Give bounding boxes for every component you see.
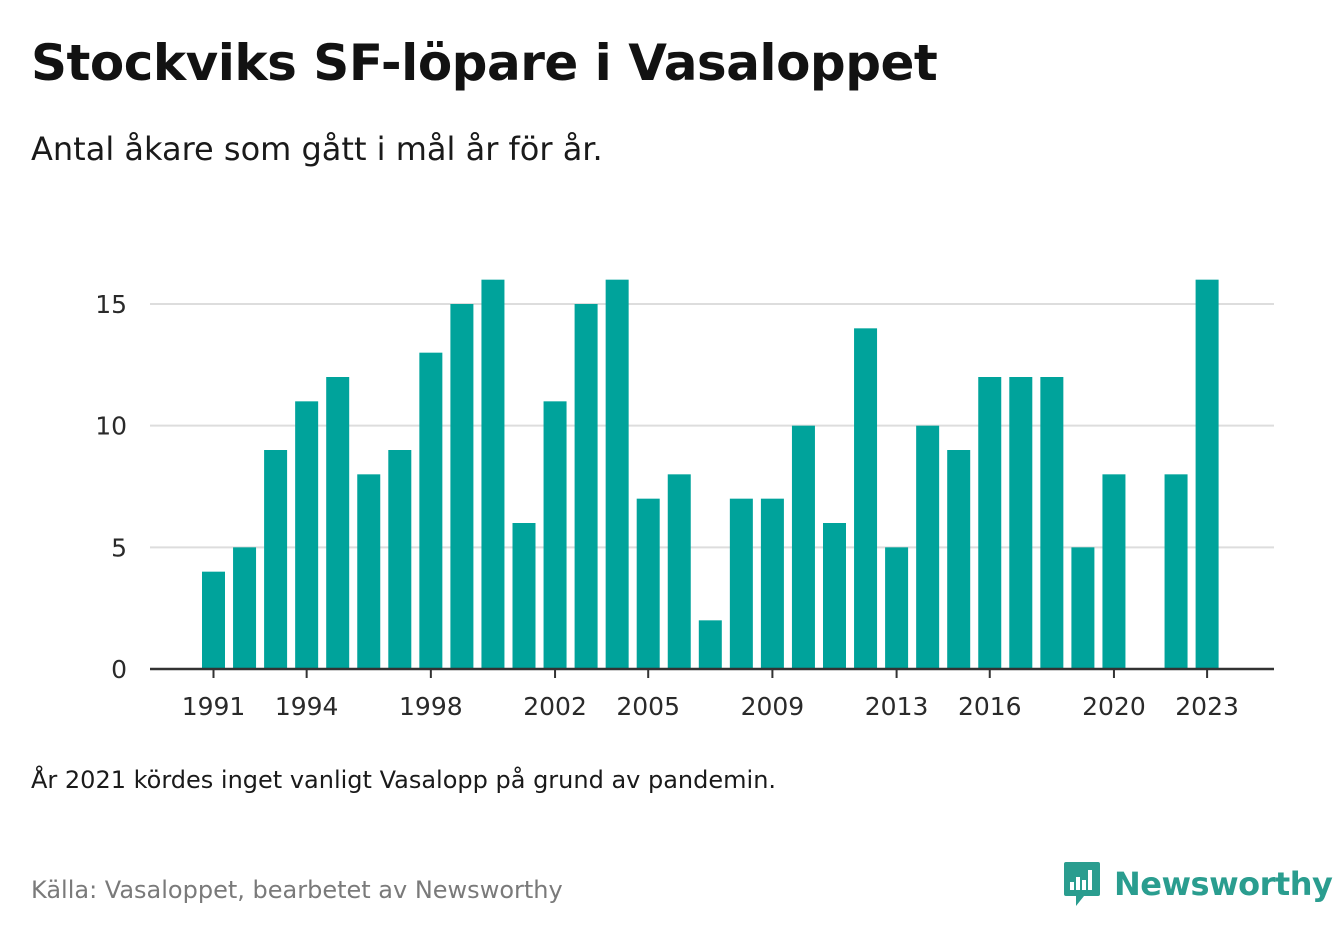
- y-tick-label-5: 5: [111, 533, 127, 562]
- y-tick-label-15: 15: [95, 290, 127, 319]
- x-tick-label-2020: 2020: [1082, 692, 1146, 721]
- bar-1993: [264, 450, 288, 669]
- bar-2009: [760, 498, 784, 669]
- x-tick-label-2009: 2009: [741, 692, 805, 721]
- bar-2020: [1102, 474, 1126, 669]
- chart-title: Stockviks SF-löpare i Vasaloppet: [31, 34, 938, 92]
- x-tick-label-1994: 1994: [275, 692, 339, 721]
- bars: [202, 279, 1219, 669]
- bar-2006: [667, 474, 691, 669]
- bar-1994: [295, 401, 319, 669]
- brand-name: Newsworthy: [1114, 865, 1333, 903]
- x-tick-label-2002: 2002: [523, 692, 587, 721]
- bar-1999: [450, 304, 474, 669]
- bar-1995: [326, 377, 350, 669]
- bar-1998: [419, 352, 443, 669]
- x-tick-label-1991: 1991: [182, 692, 246, 721]
- bar-chart: 0 5 10 15 1991 1994 1998 2002 2005 2009 2013 2016 20…: [95, 279, 1274, 721]
- bar-2002: [543, 401, 567, 669]
- x-tick-label-1998: 1998: [399, 692, 463, 721]
- bar-2017: [1009, 377, 1033, 669]
- bar-1991: [202, 571, 225, 669]
- x-tick-label-2023: 2023: [1175, 692, 1239, 721]
- y-tick-label-10: 10: [95, 412, 127, 441]
- bar-2005: [636, 498, 660, 669]
- bar-2022: [1164, 474, 1188, 669]
- chart-subtitle: Antal åkare som gått i mål år för år.: [31, 130, 603, 168]
- bar-2018: [1040, 377, 1064, 669]
- bar-1992: [233, 547, 257, 669]
- x-tick-label-2013: 2013: [865, 692, 929, 721]
- bar-2000: [481, 279, 505, 669]
- bar-2023: [1195, 279, 1219, 669]
- bar-2007: [698, 620, 722, 669]
- brand-logo[interactable]: Newsworthy: [1062, 860, 1333, 908]
- bar-2012: [854, 328, 878, 669]
- bar-1997: [388, 450, 412, 669]
- footnote: År 2021 kördes inget vanligt Vasalopp på…: [31, 766, 777, 794]
- newsworthy-logo-icon: [1064, 862, 1100, 906]
- y-tick-label-0: 0: [111, 655, 127, 684]
- x-tick-label-2005: 2005: [616, 692, 680, 721]
- bar-2004: [605, 279, 629, 669]
- bar-2008: [729, 498, 753, 669]
- axes: 0 5 10 15 1991 1994 1998 2002 2005 2009 2013 2016 20…: [95, 290, 1274, 721]
- bar-2010: [791, 425, 815, 669]
- bar-2003: [574, 304, 598, 669]
- bar-2015: [947, 450, 971, 669]
- bar-2011: [823, 523, 846, 669]
- bar-2016: [978, 377, 1002, 669]
- x-tick-label-2016: 2016: [958, 692, 1022, 721]
- bar-2001: [512, 523, 536, 669]
- source-text: Källa: Vasaloppet, bearbetet av Newswort…: [31, 876, 563, 904]
- bar-2014: [916, 425, 940, 669]
- bar-1996: [357, 474, 381, 669]
- bar-2013: [885, 547, 909, 669]
- bar-2019: [1071, 547, 1095, 669]
